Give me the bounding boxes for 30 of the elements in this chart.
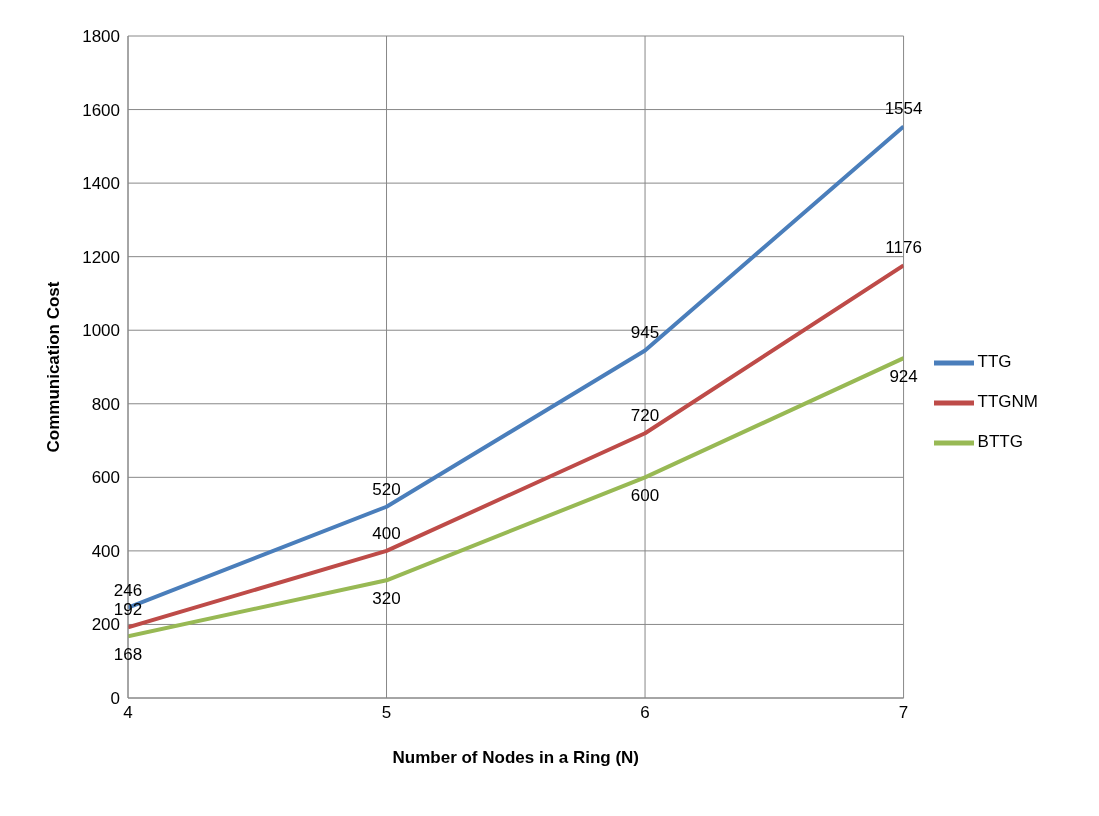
data-label: 1554	[884, 99, 923, 119]
y-tick-label: 0	[110, 689, 120, 709]
data-label: 168	[113, 645, 143, 665]
legend-label: TTGNM	[977, 392, 1038, 412]
x-tick-label: 4	[123, 703, 133, 723]
y-tick-label: 1000	[82, 321, 120, 341]
y-tick-label: 400	[91, 541, 120, 561]
data-label: 600	[630, 486, 660, 506]
data-label: 720	[630, 406, 660, 426]
y-tick-label: 200	[91, 615, 120, 635]
x-tick-label: 5	[381, 703, 392, 723]
data-label: 945	[630, 323, 660, 343]
data-label: 520	[372, 479, 401, 499]
y-tick-label: 1200	[82, 247, 120, 267]
data-label: 400	[372, 523, 401, 543]
data-label: 1176	[885, 238, 922, 258]
y-tick-label: 1400	[82, 174, 120, 194]
x-tick-label: 6	[640, 703, 650, 723]
x-axis-title: Number of Nodes in a Ring (N)	[392, 748, 640, 767]
y-tick-label: 800	[91, 394, 120, 414]
data-label: 246	[113, 580, 143, 600]
y-tick-label: 600	[91, 468, 120, 488]
y-axis-title: Communication Cost	[44, 281, 64, 453]
x-tick-label: 7	[898, 703, 909, 723]
y-tick-label: 1800	[82, 27, 120, 47]
y-tick-label: 1600	[82, 100, 120, 120]
legend-label: TTG	[977, 352, 1012, 372]
legend-label: BTTG	[977, 432, 1023, 452]
data-label: 924	[889, 367, 918, 387]
data-label: 320	[372, 589, 401, 609]
